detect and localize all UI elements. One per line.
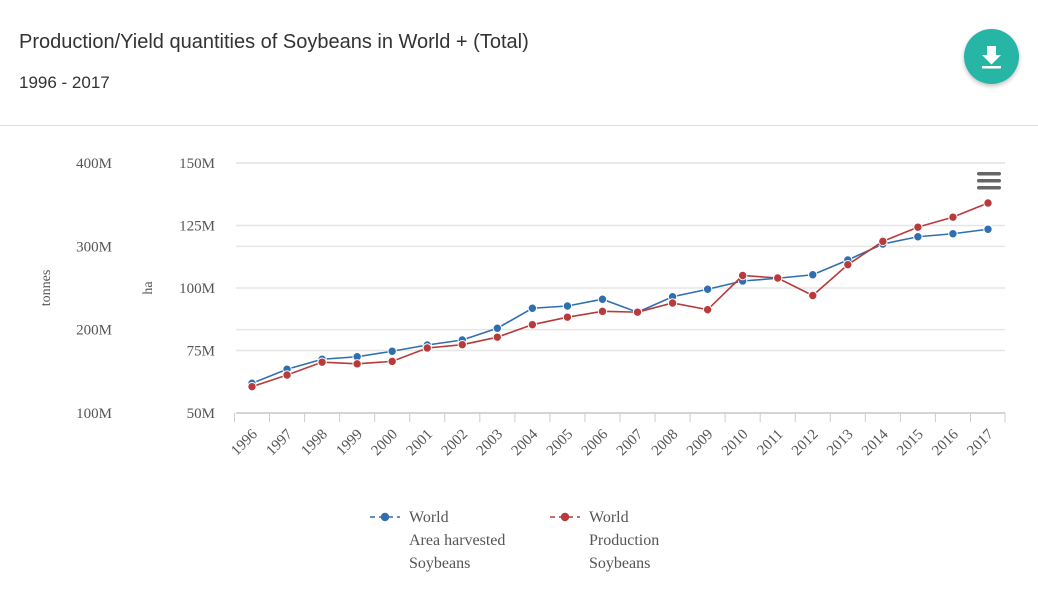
- legend-marker: [380, 512, 390, 522]
- data-point[interactable]: [983, 198, 993, 208]
- x-tick-label: 2003: [474, 427, 507, 460]
- data-point[interactable]: [843, 259, 853, 270]
- data-point[interactable]: [282, 370, 292, 380]
- data-point[interactable]: [527, 319, 538, 330]
- data-point[interactable]: [913, 222, 923, 232]
- x-tick-label: 2017: [964, 426, 997, 459]
- data-point[interactable]: [387, 346, 397, 356]
- legend-label: Soybeans: [589, 555, 650, 572]
- x-tick-label: 2001: [404, 427, 437, 460]
- x-tick-label: 1999: [333, 427, 366, 460]
- data-point[interactable]: [562, 312, 573, 322]
- x-tick-label: 2013: [824, 427, 857, 460]
- y-tick-label: 100M: [76, 406, 112, 422]
- data-point[interactable]: [702, 304, 713, 315]
- data-point[interactable]: [422, 343, 432, 353]
- data-point[interactable]: [983, 224, 993, 234]
- y-tick-label: 75M: [187, 344, 215, 360]
- data-point[interactable]: [948, 212, 958, 222]
- y-tick-label: 200M: [76, 323, 112, 339]
- x-tick-label: 2007: [614, 426, 647, 459]
- data-point[interactable]: [808, 270, 818, 280]
- x-tick-label: 2002: [439, 427, 472, 460]
- data-point[interactable]: [948, 229, 958, 239]
- data-point[interactable]: [492, 332, 503, 342]
- data-point[interactable]: [597, 306, 608, 317]
- data-point[interactable]: [317, 357, 327, 367]
- x-tick-label: 2014: [859, 426, 892, 459]
- data-point[interactable]: [737, 270, 748, 281]
- x-tick-label: 2009: [684, 427, 717, 460]
- y-tick-label: 150M: [179, 156, 215, 172]
- legend-marker: [560, 512, 570, 522]
- legend-label: World: [589, 509, 629, 526]
- x-tick-label: 2005: [544, 427, 577, 460]
- legend-label: World: [409, 509, 449, 526]
- x-tick-label: 2011: [754, 427, 786, 459]
- x-tick-label: 2000: [368, 427, 401, 460]
- data-point[interactable]: [562, 301, 573, 311]
- data-point[interactable]: [773, 273, 783, 283]
- x-tick-label: 1996: [228, 426, 261, 459]
- data-point[interactable]: [632, 307, 643, 317]
- data-point[interactable]: [527, 303, 538, 313]
- x-tick-label: 2015: [894, 427, 927, 460]
- data-point[interactable]: [247, 381, 257, 392]
- legend-label: Production: [589, 532, 659, 549]
- x-tick-label: 2016: [929, 426, 962, 459]
- y-tick-label: 100M: [179, 281, 215, 297]
- x-tick-label: 2010: [719, 427, 752, 460]
- x-tick-label: 1998: [298, 427, 331, 460]
- data-point[interactable]: [913, 232, 923, 242]
- chart-title: Production/Yield quantities of Soybeans …: [19, 31, 529, 53]
- data-point[interactable]: [702, 284, 713, 294]
- data-point[interactable]: [597, 294, 608, 304]
- y-axis-title: ha: [141, 281, 156, 295]
- series-line: [251, 228, 989, 384]
- data-point[interactable]: [457, 339, 467, 350]
- x-tick-label: 2008: [649, 427, 682, 460]
- x-tick-label: 2004: [509, 426, 542, 459]
- y-axis-title: tonnes: [39, 270, 54, 307]
- data-point[interactable]: [492, 323, 503, 333]
- hamburger-menu-icon[interactable]: [977, 172, 1001, 190]
- legend-label: Soybeans: [409, 555, 470, 572]
- data-point[interactable]: [352, 359, 362, 369]
- download-button[interactable]: [964, 29, 1019, 84]
- legend-label: Area harvested: [409, 532, 505, 549]
- data-point[interactable]: [878, 236, 888, 247]
- x-tick-label: 2012: [789, 427, 822, 460]
- x-tick-label: 1997: [263, 426, 296, 459]
- y-tick-label: 400M: [76, 156, 112, 172]
- data-point[interactable]: [808, 290, 818, 301]
- y-tick-label: 125M: [179, 219, 215, 235]
- data-point[interactable]: [667, 298, 678, 308]
- download-icon: [982, 46, 1001, 69]
- legend-item[interactable]: World Area harvested Soybeans: [370, 509, 505, 572]
- y-tick-label: 300M: [76, 239, 112, 255]
- data-point[interactable]: [387, 356, 397, 367]
- series-line: [251, 202, 989, 388]
- y-tick-label: 50M: [187, 406, 215, 422]
- legend-item[interactable]: World Production Soybeans: [550, 509, 659, 572]
- x-tick-label: 2006: [579, 426, 612, 459]
- header-divider: [0, 125, 1038, 126]
- year-range: 1996 - 2017: [19, 73, 110, 92]
